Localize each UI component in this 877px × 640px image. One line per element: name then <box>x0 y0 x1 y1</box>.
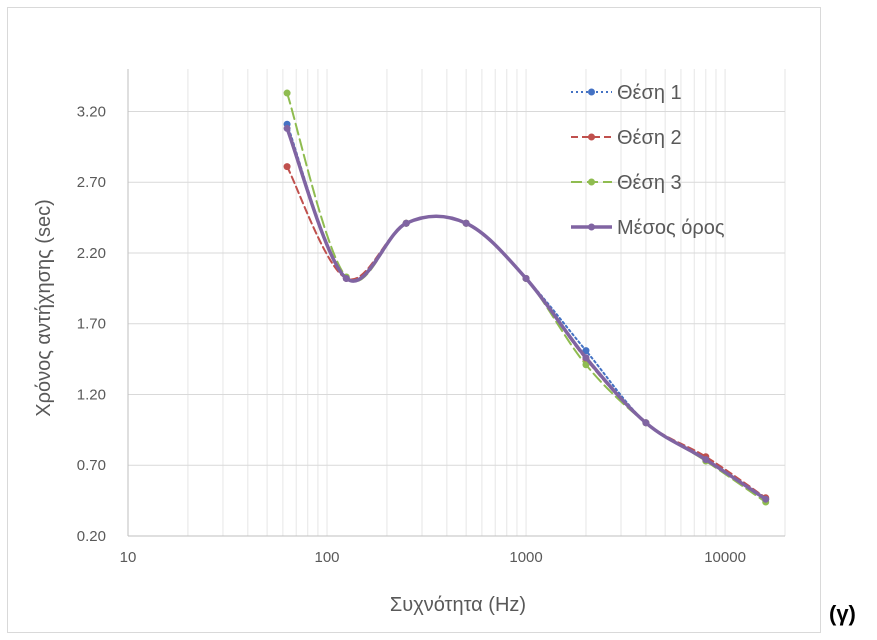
x-tick-label: 10000 <box>704 549 746 566</box>
data-point <box>582 347 590 355</box>
legend-marker <box>588 133 595 141</box>
x-axis-title: Συχνότητα (Hz) <box>390 594 526 616</box>
legend-label-4: Μέσος όρος <box>617 217 725 239</box>
data-point <box>762 495 770 503</box>
data-point <box>582 361 590 369</box>
data-point <box>522 274 530 282</box>
y-tick-label: 1.70 <box>77 316 106 333</box>
axes: 0.20 0.70 1.20 1.70 2.20 2.70 3.20 10 100 1000 100… <box>77 69 785 566</box>
data-point <box>702 456 710 464</box>
legend-label-3: Θέση 3 <box>617 172 682 194</box>
y-tick-label: 0.20 <box>77 528 106 545</box>
x-tick-label: 1000 <box>509 549 542 566</box>
x-tick-label: 10 <box>120 549 137 566</box>
legend-marker <box>588 88 595 96</box>
legend-label-1: Θέση 1 <box>617 82 682 104</box>
data-point <box>582 354 590 362</box>
y-tick-label: 0.70 <box>77 457 106 474</box>
y-tick-label: 2.70 <box>77 174 106 191</box>
data-point <box>402 219 410 227</box>
series-lines <box>283 89 770 506</box>
figure-caption: (γ) <box>829 601 856 626</box>
y-axis-title: Χρόνος αντήχησης (sec) <box>33 199 55 416</box>
legend: Θέση 1 Θέση 2 Θέση 3 Μέσος όρος <box>571 82 725 239</box>
legend-label-2: Θέση 2 <box>617 127 682 149</box>
data-point <box>462 219 470 227</box>
x-tick-label: 100 <box>315 549 340 566</box>
legend-marker <box>588 223 595 231</box>
data-point <box>283 124 291 132</box>
legend-marker <box>588 178 595 186</box>
data-point <box>283 163 291 171</box>
data-point <box>283 89 291 97</box>
data-point <box>642 419 650 427</box>
grid <box>128 69 786 537</box>
data-point <box>342 274 350 282</box>
y-tick-label: 3.20 <box>77 103 106 120</box>
y-tick-label: 1.20 <box>77 386 106 403</box>
y-tick-label: 2.20 <box>77 245 106 262</box>
